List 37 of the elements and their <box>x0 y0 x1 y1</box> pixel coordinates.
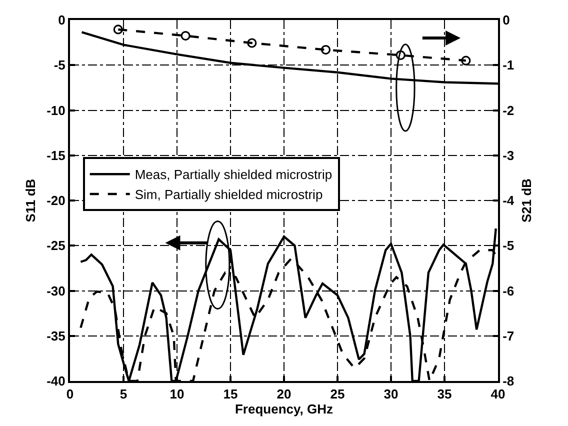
y-tick-label: -5 <box>54 58 66 73</box>
x-tick-label: 40 <box>490 386 506 402</box>
y-tick-label: 0 <box>58 12 66 28</box>
x-tick-label: 5 <box>120 386 128 402</box>
point <box>396 50 406 60</box>
x-tick-label: 10 <box>170 386 184 402</box>
y2-tick-label: -3 <box>502 148 514 163</box>
y2-tick-label: 0 <box>502 12 510 28</box>
y2-tick-label: -6 <box>502 283 514 298</box>
legend-label: Sim, Partially shielded microstrip <box>134 187 323 202</box>
y2-tick-label: -4 <box>502 193 515 208</box>
point <box>247 38 257 48</box>
point <box>461 56 471 66</box>
y-tick-label: -25 <box>46 238 66 254</box>
point <box>320 44 331 55</box>
x-tick-label: 20 <box>276 386 292 402</box>
y2-tick-label: -1 <box>502 58 514 73</box>
x-tick-label: 30 <box>384 386 398 402</box>
y-tick-label: -35 <box>46 328 66 344</box>
x-tick-label: 15 <box>223 386 238 402</box>
point <box>113 24 123 34</box>
y2-tick-label: -2 <box>502 102 514 118</box>
y-tick-label: -40 <box>46 374 66 389</box>
x-tick-label: 35 <box>437 386 452 402</box>
legend-label: Meas, Partially shielded microstrip <box>134 167 332 182</box>
y-tick-label: -30 <box>46 283 66 298</box>
y2-axis-title: S21 dB <box>519 178 534 223</box>
x-tick-label: 25 <box>330 386 345 402</box>
y2-tick-label: -5 <box>502 238 514 254</box>
y-tick-label: -10 <box>46 102 66 118</box>
x-axis-title: Frequency, GHz <box>234 402 334 417</box>
y2-tick-label: -8 <box>502 374 514 389</box>
y2-tick-label: -7 <box>502 328 514 344</box>
y-tick-label: -15 <box>46 148 66 163</box>
point <box>180 30 190 41</box>
y-axis-title: S11 dB <box>23 178 38 222</box>
y-tick-label: -20 <box>46 193 66 208</box>
